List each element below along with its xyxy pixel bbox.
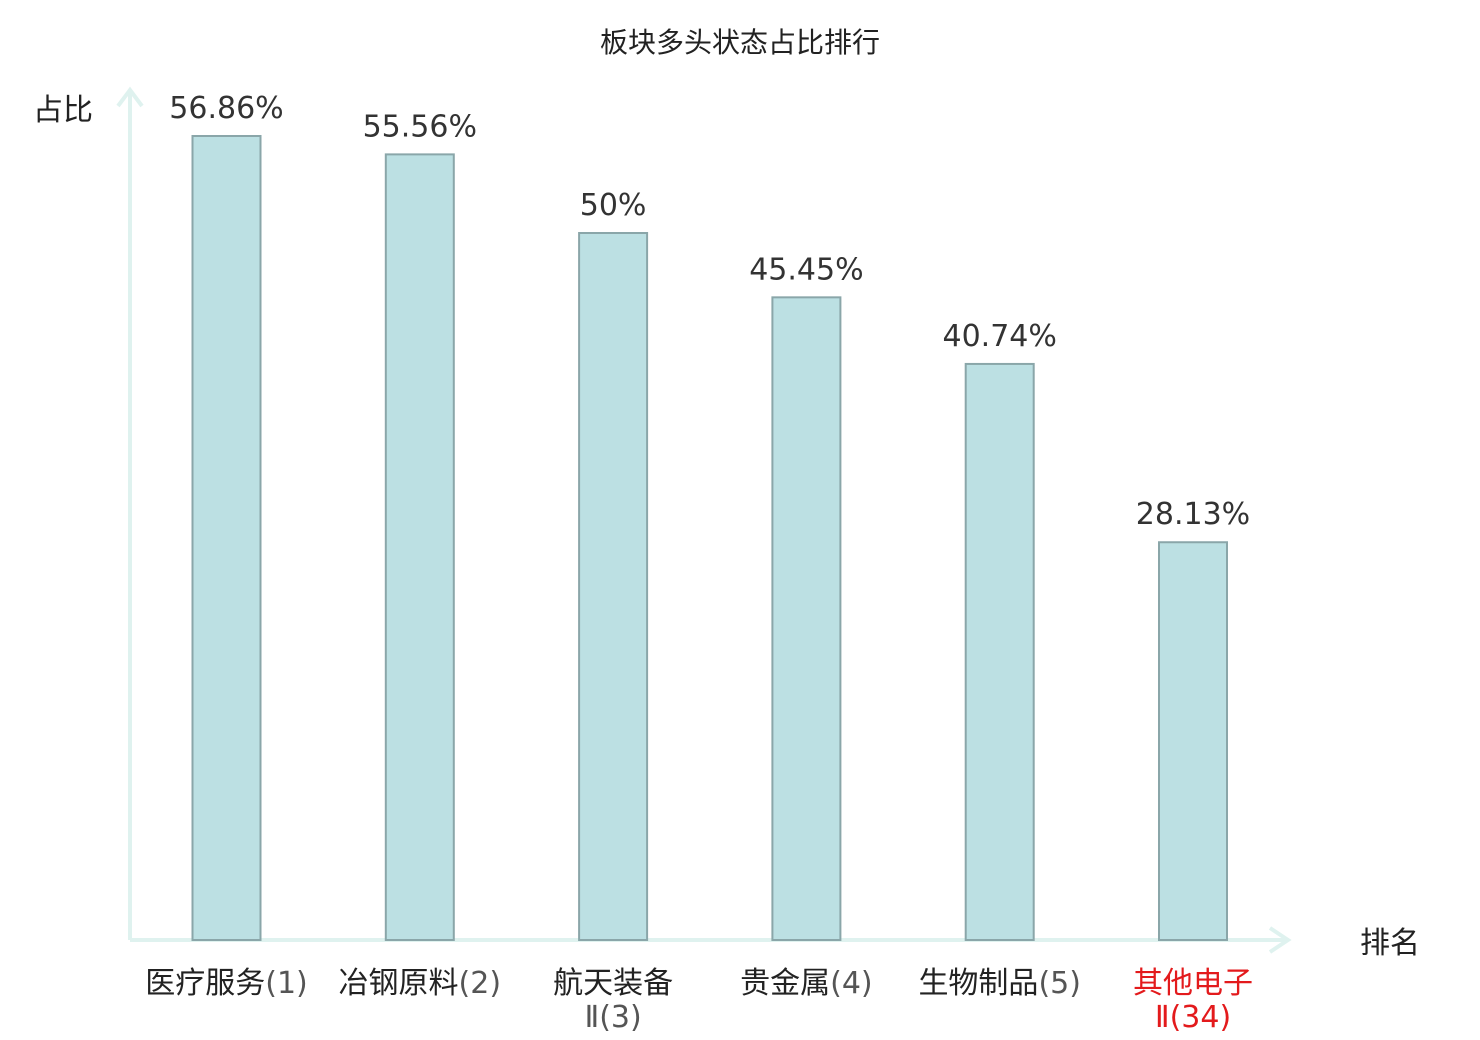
bar: [578, 232, 649, 941]
bar: [1158, 541, 1228, 942]
value-label: 55.56%: [363, 109, 477, 144]
category-label: 生物制品(5): [918, 966, 1080, 1001]
category-rank: (5): [1038, 966, 1081, 1001]
category-rank: Ⅱ(3): [584, 1000, 641, 1035]
category-name: 航天装备: [553, 966, 673, 1001]
value-label: 56.86%: [169, 91, 283, 126]
bars: [191, 134, 1228, 942]
x-axis-label: 排名: [1360, 926, 1420, 961]
category-name: 其他电子: [1133, 966, 1253, 1001]
category-label: 航天装备 Ⅱ(3): [553, 966, 673, 1035]
bar: [964, 362, 1035, 941]
category-label: 贵金属(4): [740, 966, 873, 1001]
category-rank: (1): [265, 966, 308, 1001]
category-name: 冶钢原料: [339, 966, 459, 1001]
value-label: 40.74%: [943, 319, 1057, 354]
value-label: 50%: [580, 188, 647, 223]
category-rank: Ⅱ(34): [1155, 1000, 1231, 1035]
category-rank: (4): [830, 966, 873, 1001]
x-axis-arrow-icon: [1268, 926, 1292, 954]
category-name: 医疗服务: [145, 966, 265, 1001]
value-label: 45.45%: [749, 252, 863, 287]
value-labels: 56.86% 55.56% 50% 45.45% 40.74% 28.13%: [169, 91, 1250, 532]
category-name: 贵金属: [740, 966, 830, 1001]
bar: [771, 296, 842, 942]
category-label: 其他电子 Ⅱ(34): [1133, 966, 1253, 1035]
y-axis-arrow-icon: [116, 86, 144, 108]
axes: [116, 86, 1292, 954]
category-rank: (2): [459, 966, 502, 1001]
category-labels: 医疗服务(1) 冶钢原料(2) 航天装备 Ⅱ(3)贵金属(4) 生物制品(5) 其他电子 Ⅱ…: [145, 966, 1253, 1035]
category-label: 医疗服务(1): [145, 966, 308, 1001]
category-label: 冶钢原料(2): [339, 966, 502, 1001]
bar: [384, 153, 455, 942]
value-label: 28.13%: [1136, 497, 1250, 532]
bar: [191, 134, 262, 942]
y-axis-label: 占比: [33, 93, 93, 128]
chart-title: 板块多头状态占比排行: [600, 26, 880, 59]
category-name: 生物制品: [918, 966, 1038, 1001]
